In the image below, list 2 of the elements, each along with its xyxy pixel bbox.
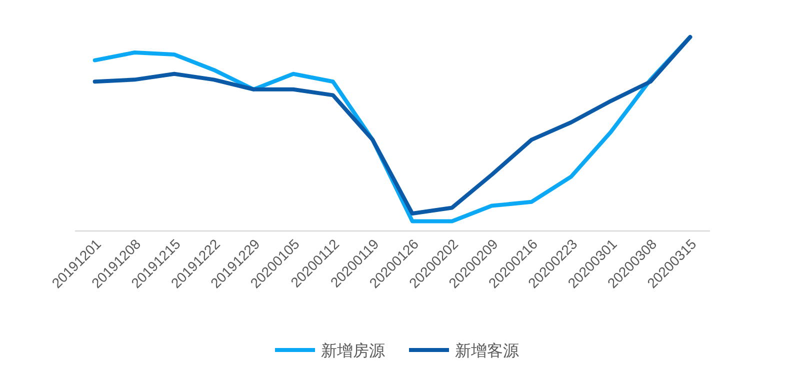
legend-label: 新增房源 (321, 342, 385, 360)
legend-label: 新增客源 (455, 342, 519, 360)
